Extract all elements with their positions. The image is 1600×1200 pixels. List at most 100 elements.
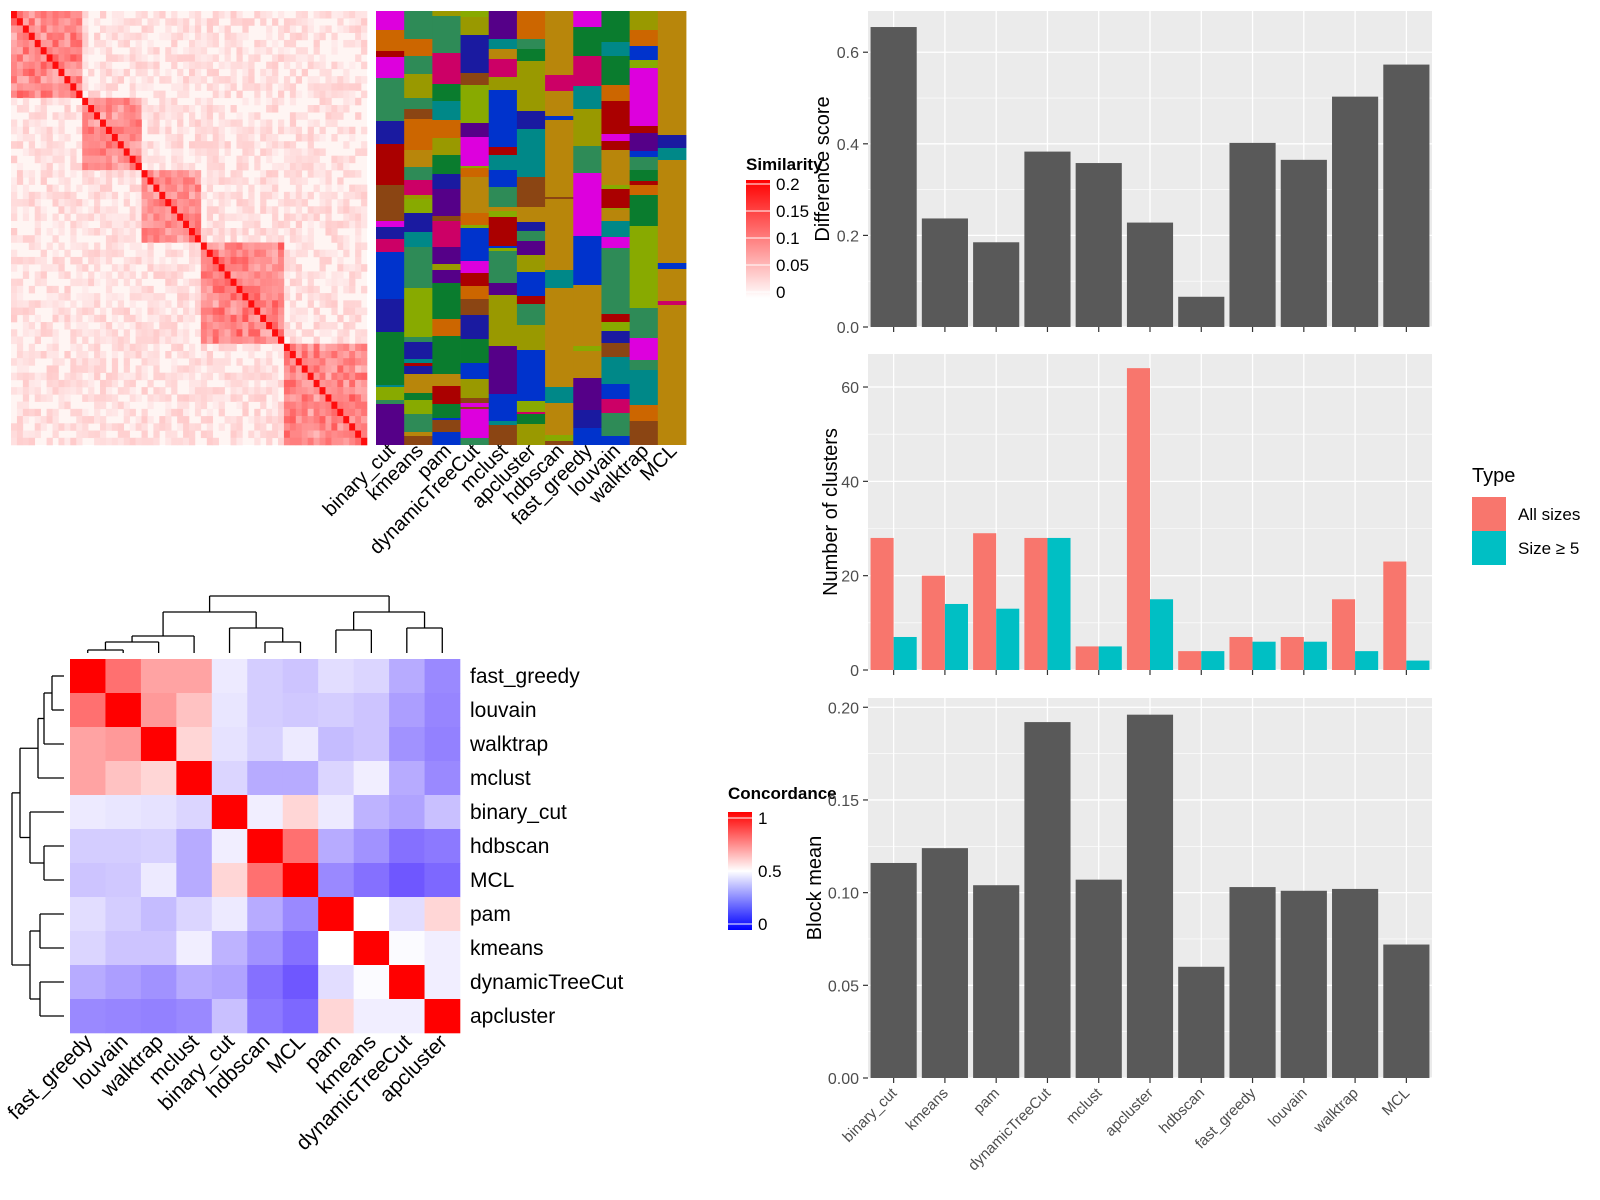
- cluster-cell: [573, 249, 602, 252]
- similarity-cell: [295, 350, 303, 359]
- similarity-cell: [224, 372, 231, 381]
- similarity-cell: [153, 47, 160, 55]
- similarity-cell: [58, 307, 65, 316]
- similarity-cell: [331, 11, 338, 19]
- similarity-cell: [206, 177, 214, 185]
- similarity-cell: [141, 271, 148, 279]
- similarity-cell: [100, 184, 107, 193]
- similarity-cell: [141, 350, 148, 359]
- bar: [1332, 599, 1356, 670]
- similarity-cell: [34, 213, 41, 222]
- similarity-cell: [11, 358, 18, 366]
- similarity-cell: [34, 314, 41, 323]
- legend-key-size-ge-5: [1472, 531, 1506, 565]
- similarity-cell: [212, 401, 219, 410]
- similarity-cell: [88, 387, 95, 395]
- cluster-cell: [488, 368, 518, 382]
- similarity-cell: [123, 213, 130, 222]
- similarity-cell: [82, 133, 89, 142]
- similarity-cell: [194, 39, 202, 48]
- similarity-cell: [337, 358, 344, 366]
- similarity-cell: [183, 329, 190, 337]
- concordance-cell: [211, 693, 248, 728]
- similarity-cell: [64, 379, 71, 388]
- similarity-cell: [218, 170, 225, 178]
- similarity-cell: [283, 220, 291, 229]
- cluster-cell: [376, 385, 405, 387]
- similarity-cell: [165, 68, 172, 77]
- similarity-cell: [22, 18, 30, 26]
- similarity-cell: [129, 133, 136, 142]
- similarity-cell: [34, 336, 41, 345]
- cluster-cell: [460, 116, 490, 123]
- similarity-cell: [343, 242, 350, 250]
- similarity-cell: [361, 329, 368, 337]
- cluster-cell: [573, 346, 602, 351]
- similarity-cell: [283, 350, 291, 359]
- similarity-cell: [159, 32, 166, 41]
- similarity-cell: [135, 394, 142, 402]
- similarity-cell: [343, 278, 350, 287]
- similarity-cell: [289, 213, 297, 222]
- concordance-cell: [282, 965, 319, 1000]
- similarity-cell: [295, 394, 303, 402]
- similarity-cell: [105, 213, 113, 222]
- similarity-cell: [88, 314, 95, 323]
- similarity-cell: [159, 155, 166, 164]
- similarity-cell: [147, 264, 154, 272]
- similarity-cell: [123, 112, 130, 120]
- similarity-cell: [319, 394, 326, 402]
- cluster-cell: [573, 361, 602, 378]
- similarity-cell: [70, 387, 77, 395]
- similarity-cell: [325, 68, 332, 77]
- similarity-cell: [64, 423, 71, 431]
- similarity-cell: [254, 47, 261, 55]
- similarity-cell: [177, 271, 184, 279]
- cluster-cell: [404, 251, 433, 270]
- similarity-cell: [111, 32, 119, 41]
- cluster-cell: [657, 167, 687, 176]
- similarity-cell: [165, 54, 172, 62]
- similarity-cell: [34, 408, 41, 417]
- similarity-cell: [295, 54, 303, 62]
- similarity-cell: [105, 329, 113, 337]
- similarity-cell: [361, 220, 368, 229]
- similarity-cell: [343, 329, 350, 337]
- similarity-cell: [40, 83, 47, 91]
- similarity-cell: [230, 68, 237, 77]
- similarity-cell: [295, 235, 303, 243]
- similarity-cell: [58, 155, 65, 164]
- similarity-cell: [218, 423, 225, 431]
- similarity-cell: [212, 39, 219, 48]
- similarity-cell: [295, 90, 303, 99]
- similarity-cell: [236, 141, 243, 149]
- similarity-cell: [289, 423, 297, 431]
- similarity-cell: [159, 293, 166, 301]
- similarity-cell: [28, 329, 36, 337]
- similarity-cell: [194, 97, 202, 106]
- similarity-cell: [58, 162, 65, 171]
- similarity-cell: [349, 300, 356, 308]
- cluster-cell: [657, 133, 687, 135]
- concordance-cell: [70, 965, 106, 1000]
- similarity-cell: [307, 162, 314, 171]
- similarity-cell: [46, 162, 53, 171]
- similarity-cell: [278, 401, 285, 410]
- cluster-cell: [432, 198, 461, 211]
- similarity-cell: [230, 76, 237, 84]
- similarity-cell: [248, 307, 255, 316]
- similarity-cell: [307, 126, 314, 135]
- similarity-cell: [343, 126, 350, 135]
- similarity-cell: [242, 83, 249, 91]
- cluster-cell: [460, 35, 490, 47]
- similarity-cell: [135, 11, 142, 19]
- similarity-cell: [319, 256, 326, 265]
- similarity-cell: [260, 242, 267, 250]
- similarity-cell: [355, 54, 362, 62]
- similarity-cell: [200, 307, 208, 316]
- similarity-cell: [260, 285, 267, 294]
- similarity-cell: [159, 271, 166, 279]
- similarity-cell: [100, 170, 107, 178]
- similarity-cell: [70, 365, 77, 373]
- similarity-cell: [11, 336, 18, 345]
